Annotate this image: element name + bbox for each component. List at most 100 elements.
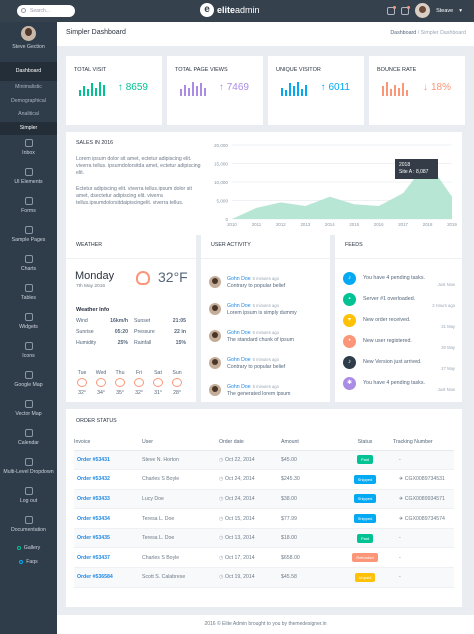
- sidebar-item-forms[interactable]: Forms: [0, 193, 57, 222]
- sidebar-sub-analitical[interactable]: Analitical: [18, 111, 39, 117]
- weather-temp: 32°F: [158, 269, 188, 285]
- order-status-cell: Refunded: [337, 547, 393, 569]
- forecast-weather-icon: [134, 378, 144, 387]
- sidebar-sub-simpler[interactable]: Simpler: [0, 121, 57, 135]
- orders-table: Invoice User Order date Amount Status Trackin…: [74, 434, 454, 588]
- sidebar-item-dashboard[interactable]: Dashboard: [0, 62, 57, 81]
- user-name[interactable]: Steave: [436, 7, 454, 14]
- sidebar-item-google-map[interactable]: Google Map: [0, 367, 57, 396]
- invoice-link[interactable]: Order #53437: [74, 547, 142, 569]
- google-map-icon: [24, 371, 33, 379]
- sidebar-profile[interactable]: Steve Gection: [0, 22, 57, 62]
- sidebar-item-label: Charts: [20, 266, 37, 272]
- sidebar-item-label: Gallery: [23, 545, 41, 551]
- circle-icon: [16, 546, 21, 550]
- tracking-cell: -: [393, 528, 454, 549]
- forecast-weather-icon: [96, 378, 106, 387]
- chevron-down-icon[interactable]: ▾: [459, 7, 462, 14]
- column-header[interactable]: Invoice: [74, 434, 142, 451]
- spark-bar: [289, 83, 291, 96]
- sidebar-item-gallery[interactable]: Gallery: [0, 541, 57, 555]
- table-row[interactable]: Order #536584 Scott S. Calabrese ◷ Oct 19,…: [74, 567, 454, 588]
- column-header[interactable]: User: [142, 434, 219, 451]
- feed-item[interactable]: ▪ Server #1 overloaded. 2 Hours ago: [343, 293, 455, 315]
- table-row[interactable]: Order #53433 Lucy Doe ◷ Oct 24, 2014 $38.00…: [74, 489, 454, 510]
- feed-item[interactable]: • New user registered. 30 May: [343, 335, 455, 357]
- sidebar-item-charts[interactable]: Charts: [0, 251, 57, 280]
- breadcrumb-dashboard[interactable]: Dashboard: [390, 30, 417, 36]
- order-date-cell: ◷ Oct 24, 2014: [219, 489, 281, 510]
- spark-bar: [83, 86, 85, 96]
- logo[interactable]: e elite admin: [200, 3, 260, 17]
- sidebar-item-inbox[interactable]: Inbox: [0, 135, 57, 164]
- feed-item[interactable]: ♪ You have 4 pending tasks. Just Now: [343, 272, 455, 294]
- activity-name: Gohn Doe 5 minutes ago: [227, 303, 279, 309]
- sidebar-item-icons[interactable]: Icons: [0, 338, 57, 367]
- sidebar-item-calendar[interactable]: Calendar: [0, 425, 57, 454]
- stat-title: TOTAL PAGE VIEWS: [175, 67, 228, 73]
- column-header[interactable]: Amount: [281, 434, 337, 451]
- invoice-link[interactable]: Order #53433: [74, 489, 142, 510]
- activity-item[interactable]: Gohn Doe 5 minutes ago The standard chunk …: [209, 330, 324, 350]
- mail-icon[interactable]: [387, 5, 397, 15]
- feed-item[interactable]: ♪ New Version just arrived. 27 May: [343, 356, 455, 378]
- order-date: Oct 17, 2014: [224, 554, 255, 561]
- stat-value: ↑ 6011: [320, 82, 350, 93]
- sidebar-item-vector-map[interactable]: Vector Map: [0, 396, 57, 425]
- sidebar-item-documentation[interactable]: Documentation: [0, 512, 57, 541]
- stat-sparkline: [382, 82, 408, 96]
- activity-item[interactable]: Gohn Doe 5 minutes ago Contrary to popular…: [209, 357, 324, 377]
- activity-item[interactable]: Gohn Doe 5 minutes ago Contrary to popular…: [209, 276, 324, 296]
- sidebar-item-faqs[interactable]: Faqs: [0, 555, 57, 569]
- tasks-icon[interactable]: [401, 5, 411, 15]
- invoice-link[interactable]: Order #53432: [74, 469, 142, 490]
- feed-date: 30 May: [441, 345, 455, 350]
- sidebar-item-multi-level-dropdown[interactable]: Multi-Level Dropdown: [0, 454, 57, 483]
- weather-value: 16km/h: [110, 318, 128, 324]
- column-header[interactable]: Order date: [219, 434, 281, 451]
- activity-item[interactable]: Gohn Doe 5 minutes ago The generated lorem…: [209, 384, 324, 404]
- sidebar-item-widgets[interactable]: Widgets: [0, 309, 57, 338]
- sidebar-item-label: Sample Pages: [11, 237, 46, 243]
- spark-bar: [188, 87, 190, 96]
- sidebar-item-log-out[interactable]: Log out: [0, 483, 57, 512]
- invoice-link[interactable]: Order #53434: [74, 508, 142, 529]
- table-row[interactable]: Order #53435 Teresa L. Doe ◷ Oct 13, 2014 $…: [74, 528, 454, 549]
- spark-bar: [200, 83, 202, 96]
- invoice-link[interactable]: Order #53435: [74, 528, 142, 549]
- feed-date: 31 May: [441, 324, 455, 329]
- order-date: Oct 15, 2014: [224, 515, 255, 522]
- table-row[interactable]: Order #53434 Teresa L. Doe ◷ Oct 15, 2014 $…: [74, 508, 454, 529]
- icons-icon: [24, 342, 33, 350]
- order-user: Teresa L. Doe: [142, 528, 219, 549]
- activity-item[interactable]: Gohn Doe 5 minutes ago Lorem ipsum is simp…: [209, 303, 324, 323]
- sidebar-sub-demographical[interactable]: Demographical: [11, 97, 46, 104]
- table-row[interactable]: Order #53437 Charles S Boyle ◷ Oct 17, 201…: [74, 547, 454, 569]
- charts-icon: [24, 255, 33, 263]
- table-row[interactable]: Order #53432 Charles S Boyle ◷ Oct 24, 201…: [74, 469, 454, 490]
- stat-number: 8659: [125, 82, 148, 93]
- feed-item[interactable]: ▾ New order received. 31 May: [343, 314, 455, 336]
- user-avatar[interactable]: [415, 3, 431, 18]
- spark-bar: [87, 89, 89, 96]
- search-input[interactable]: Search...: [17, 5, 75, 17]
- forecast-day: Sat: [154, 370, 162, 376]
- weather-value: 05:20: [114, 329, 128, 335]
- trend-arrow-icon: ↑: [320, 82, 326, 93]
- column-header[interactable]: Tracking Number: [393, 434, 454, 451]
- calendar-icon: [24, 429, 33, 437]
- sidebar-item-ui-elements[interactable]: UI Elements: [0, 164, 57, 193]
- sidebar-item-tables[interactable]: Tables: [0, 280, 57, 309]
- sidebar-sub-minimalistic[interactable]: Minimalistic: [15, 84, 42, 90]
- table-row[interactable]: Order #53431 Steve N. Horton ◷ Oct 22, 201…: [74, 450, 454, 471]
- feed-item[interactable]: ✱ You have 4 pending tasks. Just Now: [343, 377, 455, 399]
- forecast-day: Wed: [95, 370, 107, 376]
- x-tick-label: 2017: [398, 222, 408, 227]
- invoice-link[interactable]: Order #53431: [74, 450, 142, 471]
- invoice-link[interactable]: Order #536584: [74, 567, 142, 588]
- sidebar-item-sample-pages[interactable]: Sample Pages: [0, 222, 57, 251]
- spark-bar: [402, 83, 404, 96]
- column-header[interactable]: Status: [337, 434, 393, 451]
- breadcrumb-current: Simpler Dashboard: [420, 30, 466, 36]
- tracking-number: -: [399, 554, 401, 561]
